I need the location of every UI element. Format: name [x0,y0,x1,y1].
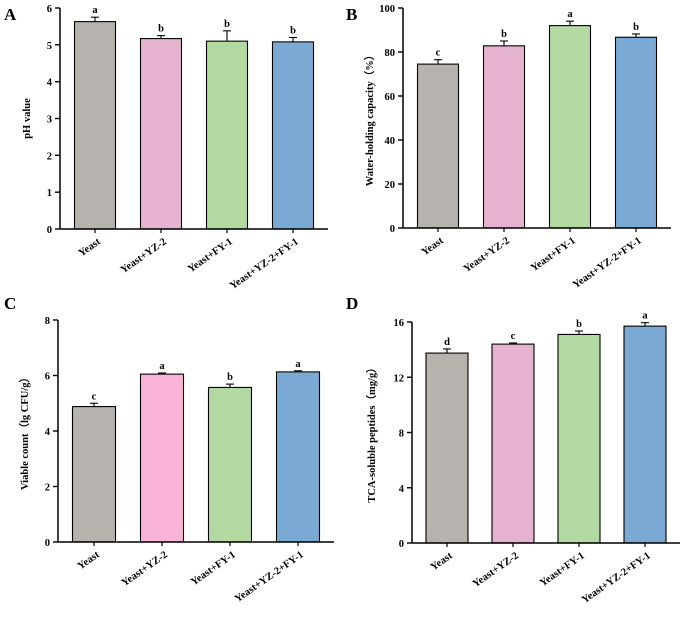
category-label: Yeast+FY-1 [189,549,238,588]
category-label: Yeast+YZ-2 [120,549,170,589]
y-tick-label: 40 [385,136,396,147]
panel-letter: C [4,294,16,313]
y-tick-label: 12 [394,373,405,384]
y-tick-label: 80 [385,48,396,59]
y-tick-label: 8 [45,316,50,327]
bar [139,38,183,230]
significance-label: c [511,331,516,342]
bar [482,45,526,229]
category-label: Yeast+YZ-2 [471,550,521,590]
bar [491,343,535,544]
significance-label: c [92,391,97,402]
bar [207,386,253,543]
significance-label: b [501,29,507,40]
panel-letter: A [4,5,17,24]
significance-label: d [444,337,450,348]
y-axis-label: pH value [22,98,33,139]
bar [73,21,117,230]
y-tick-label: 16 [394,318,405,329]
chart-panel-d: D 0 4 8 12 16 d Yeast c Yeast+YZ-2 b Yeast+FY-1 a Yea… [346,294,680,606]
y-tick-label: 0 [399,539,404,550]
category-label: Yeast+YZ-2 [462,235,512,275]
bar [275,371,321,543]
category-label: Yeast+YZ-2+FY-1 [228,236,301,291]
chart-panel-b: B 0 20 40 60 80 100 c Yeast b Yeast+YZ-2 a Yeast+FY-… [346,4,671,291]
category-label: Yeast+FY-1 [186,236,235,275]
category-label: Yeast+YZ-2 [119,236,169,276]
y-tick-label: 100 [379,4,395,15]
category-label: Yeast [429,550,455,573]
significance-label: b [224,19,230,30]
category-label: Yeast+YZ-2+FY-1 [580,550,653,605]
y-tick-label: 8 [399,429,404,440]
y-tick-label: 6 [45,372,50,383]
y-tick-label: 2 [45,483,50,494]
significance-label: b [576,319,582,330]
y-axis-label: Viable count（lg CFU/g） [18,372,31,490]
bar [557,333,601,544]
significance-label: b [633,22,639,33]
bar [139,373,185,543]
y-tick-label: 6 [47,4,52,15]
significance-label: a [159,361,165,372]
bar [205,40,249,230]
category-label: Yeast+YZ-2+FY-1 [571,235,644,290]
y-tick-label: 4 [47,78,53,89]
category-label: Yeast [77,236,103,259]
bar [271,41,315,230]
y-tick-label: 0 [45,538,50,549]
y-tick-label: 20 [385,180,396,191]
category-label: Yeast [76,549,102,572]
bar [71,406,117,543]
y-tick-label: 0 [47,225,52,236]
chart-panel-c: C 0 2 4 6 8 c Yeast a Yeast+YZ-2 b Yeast+FY-1 a Yeast… [4,294,334,605]
y-tick-label: 0 [390,224,395,235]
y-tick-label: 60 [385,92,396,103]
category-label: Yeast+FY-1 [538,550,587,589]
panel-letter: B [346,5,357,24]
bar [623,325,667,544]
significance-label: a [92,5,98,16]
significance-label: a [642,311,648,322]
significance-label: a [295,359,301,370]
y-tick-label: 5 [47,41,52,52]
y-axis-label: TCA-soluble peptides（mg/g） [365,362,378,502]
bar [614,36,658,229]
category-label: Yeast+YZ-2+FY-1 [233,549,306,604]
panel-letter: D [346,294,358,313]
significance-label: b [227,372,233,383]
y-tick-label: 4 [45,427,51,438]
y-tick-label: 3 [47,115,52,126]
significance-label: a [567,9,573,20]
category-label: Yeast+FY-1 [529,235,578,274]
significance-label: b [158,24,164,35]
significance-label: c [436,48,441,59]
y-tick-label: 4 [399,484,405,495]
y-tick-label: 2 [47,151,52,162]
significance-label: b [290,25,296,36]
bar [425,352,469,544]
y-axis-label: Water-holding capacity（%） [363,50,376,186]
bar [548,25,592,229]
category-label: Yeast [420,235,446,258]
y-tick-label: 1 [47,188,52,199]
chart-panel-a: A 0 1 2 3 4 5 6 a Yeast b Yeast+YZ-2 b Yeast+FY-1 b Yea… [4,4,328,292]
bar [416,63,460,229]
